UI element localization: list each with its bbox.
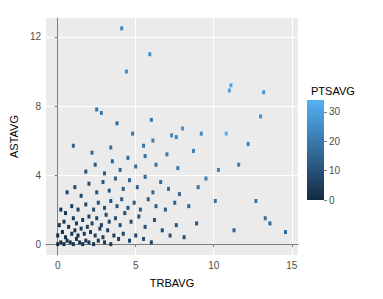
svg-text:12: 12 bbox=[30, 31, 42, 42]
svg-text:TRBAVG: TRBAVG bbox=[150, 277, 194, 289]
svg-text:20: 20 bbox=[329, 136, 341, 147]
svg-text:10: 10 bbox=[208, 260, 220, 271]
svg-text:0: 0 bbox=[35, 239, 41, 250]
svg-text:0: 0 bbox=[329, 195, 335, 206]
svg-text:ASTAVG: ASTAVG bbox=[8, 115, 20, 158]
svg-text:10: 10 bbox=[329, 165, 341, 176]
svg-text:15: 15 bbox=[286, 260, 298, 271]
svg-text:PTSAVG: PTSAVG bbox=[311, 85, 355, 97]
svg-text:8: 8 bbox=[35, 101, 41, 112]
svg-text:5: 5 bbox=[133, 260, 139, 271]
svg-text:30: 30 bbox=[329, 106, 341, 117]
svg-text:0: 0 bbox=[55, 260, 61, 271]
svg-text:4: 4 bbox=[35, 170, 41, 181]
